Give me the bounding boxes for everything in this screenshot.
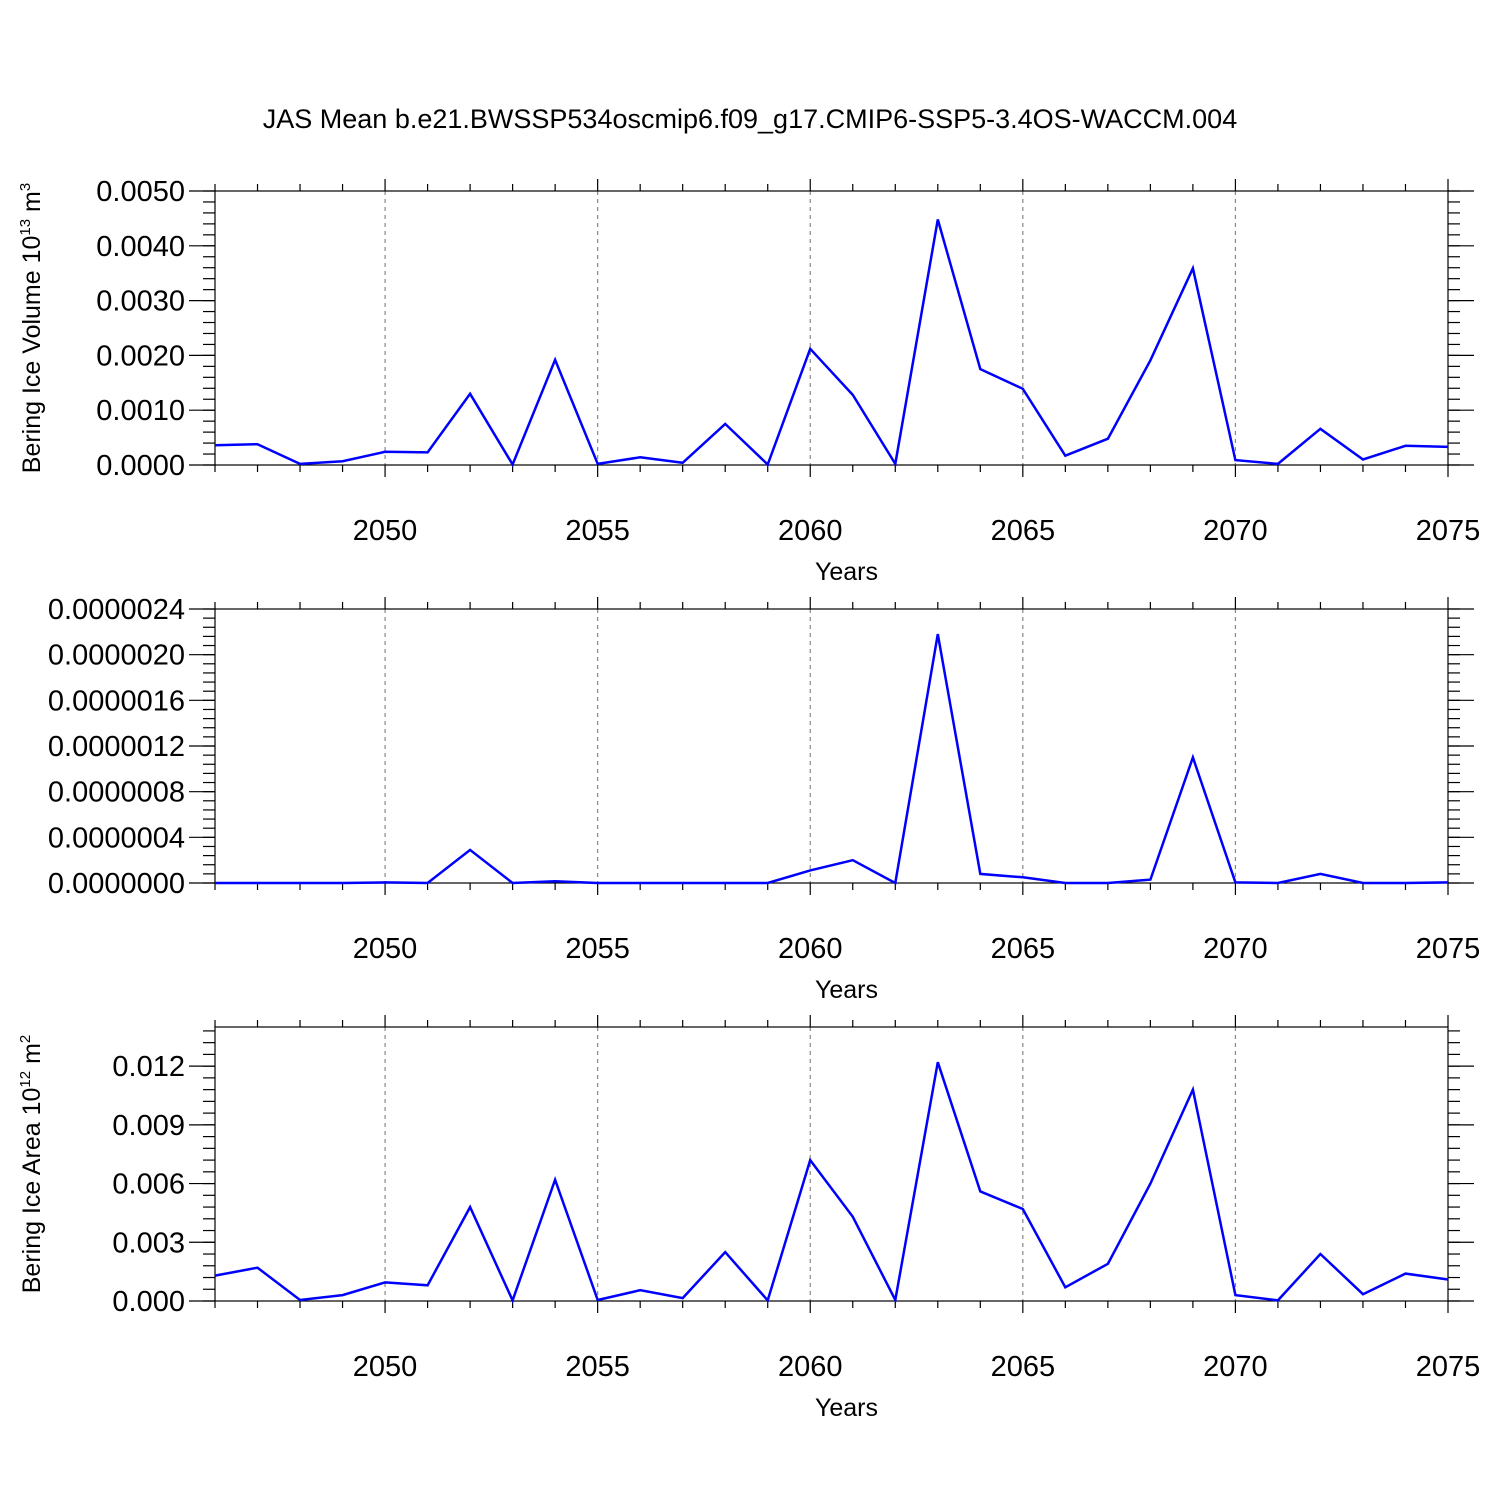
y-tick-label: 0.0020 [96,340,185,372]
y-tick-label: 0.0030 [96,286,185,318]
x-axis-label: Years [815,558,878,586]
x-tick-label: 2060 [778,1351,843,1383]
y-axis-label-text: Bering Ice Area 10 [18,1088,46,1294]
y-tick-label: 0.0000004 [48,822,185,854]
y-tick-label: 0.0000024 [48,594,185,626]
chart-panel-2: 2050 2055 2060 2065 2070 2075 Years 0.0000000 0.… [48,594,1480,1004]
y-tick-label: 0.0040 [96,231,185,263]
x-axis-label: Years [815,1394,878,1422]
series-line [215,633,1449,885]
y-tick-label: 0.006 [112,1169,185,1201]
y-axis-label: Bering Ice Volume 1013 m3 [17,183,46,473]
x-axis-label: Years [815,976,878,1004]
x-tick-label: 2060 [778,515,843,547]
plot-frame [214,1026,1449,1302]
y-tick-label: 0.0000020 [48,640,185,672]
x-tick-label: 2075 [1416,515,1481,547]
y-tick-label: 0.000 [112,1286,185,1318]
y-tick-label: 0.0000000 [48,868,185,900]
y-axis-label-superscript: 2 [17,1035,34,1043]
chart-title: JAS Mean b.e21.BWSSP534oscmip6.f09_g17.C… [263,104,1237,134]
y-tick-label: 0.012 [112,1051,185,1083]
x-tick-label: 2055 [565,515,630,547]
x-tick-label: 2075 [1416,1351,1481,1383]
y-tick-label: 0.0000 [96,450,185,482]
y-axis-label-superscript: 3 [17,183,34,191]
series-line [214,1061,1449,1304]
x-tick-label: 2075 [1416,933,1481,965]
chart-panel-1: 2050 2055 2060 2065 2070 2075 Years 0.0000 0.001… [17,176,1480,586]
y-axis-label-superscript: 13 [17,219,34,236]
x-tick-label: 2060 [778,933,843,965]
x-tick-label: 2065 [991,933,1056,965]
x-tick-label: 2050 [353,1351,418,1383]
x-tick-label: 2050 [353,515,418,547]
series-line [214,219,1449,468]
plot-frame [214,190,1449,466]
x-tick-label: 2065 [991,515,1056,547]
y-axis-label: Bering Ice Area 1012 m2 [17,1035,46,1294]
y-tick-label: 0.0000016 [48,685,185,717]
x-tick-label: 2065 [991,1351,1056,1383]
y-axis-label-text: m [18,191,46,219]
x-tick-label: 2055 [565,933,630,965]
y-tick-label: 0.0050 [96,176,185,208]
y-tick-label: 0.0000008 [48,777,185,809]
x-tick-label: 2070 [1203,933,1268,965]
y-tick-label: 0.0000012 [48,731,185,763]
chart-panel-3: 2050 2055 2060 2065 2070 2075 Years 0.000 0.003 0… [17,1015,1480,1422]
y-axis-label-superscript: 12 [17,1071,34,1088]
x-tick-label: 2050 [353,933,418,965]
y-tick-label: 0.0010 [96,395,185,427]
x-tick-label: 2055 [565,1351,630,1383]
x-tick-label: 2070 [1203,1351,1268,1383]
y-axis-label-text: Bering Ice Volume 10 [18,236,46,474]
y-tick-label: 0.009 [112,1110,185,1142]
x-tick-label: 2070 [1203,515,1268,547]
plot-frame [214,608,1449,884]
y-tick-label: 0.003 [112,1227,185,1259]
y-axis-label-text: m [18,1043,46,1071]
